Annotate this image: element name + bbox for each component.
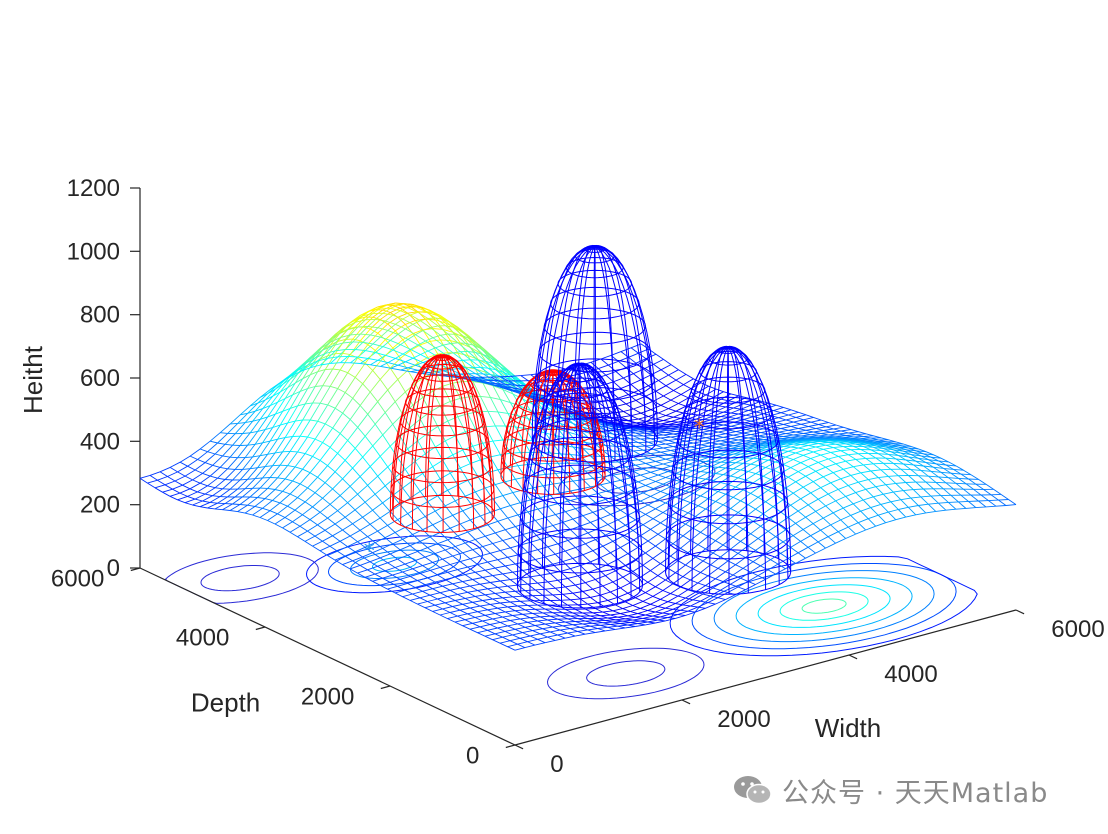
markers: ** xyxy=(364,416,705,564)
y-tick xyxy=(255,626,266,631)
y-tick-label: 4000 xyxy=(176,625,229,652)
z-tick-label: 600 xyxy=(80,365,120,392)
x-axis-label: Width xyxy=(815,713,881,743)
z-tick-label: 800 xyxy=(80,302,120,329)
contour-line xyxy=(305,535,484,594)
marker: * xyxy=(694,416,705,441)
y-axis-line xyxy=(139,567,516,746)
threat-domes xyxy=(389,244,792,609)
contour-line xyxy=(669,555,978,657)
y-tick xyxy=(505,744,516,749)
contour-line xyxy=(586,660,666,687)
watermark: 公众号 · 天天Matlab xyxy=(732,770,1048,810)
x-tick-label: 4000 xyxy=(884,661,937,688)
watermark-text: 公众号 · 天天Matlab xyxy=(782,777,1049,809)
surface-mesh xyxy=(139,302,1017,651)
threat-dome xyxy=(516,362,644,609)
z-tick-label: 400 xyxy=(80,428,120,455)
x-tick-label: 6000 xyxy=(1051,616,1104,643)
threat-dome xyxy=(664,345,792,595)
z-tick-label: 0 xyxy=(107,555,120,582)
contour-line xyxy=(597,467,677,494)
x-tick xyxy=(514,744,524,750)
x-axis-line xyxy=(514,609,1017,746)
y-tick xyxy=(380,685,391,690)
contour-line xyxy=(164,552,319,604)
contour-line xyxy=(349,549,440,579)
contour-line xyxy=(691,563,957,650)
contour-line xyxy=(557,454,716,507)
z-tick-label: 200 xyxy=(80,492,120,519)
x-tick-label: 2000 xyxy=(717,706,770,733)
contour-line xyxy=(200,565,280,592)
z-tick-label: 1200 xyxy=(67,175,120,202)
axes-layer xyxy=(130,187,1025,750)
contour-line xyxy=(779,591,869,621)
contour-line xyxy=(546,647,705,700)
x-tick xyxy=(1015,609,1025,615)
marker: * xyxy=(364,539,375,564)
contour-line xyxy=(327,542,462,587)
contour-line xyxy=(735,577,913,635)
x-tick xyxy=(681,699,691,705)
contour-line xyxy=(757,584,891,628)
x-tick-label: 0 xyxy=(550,751,563,778)
contour-line xyxy=(801,598,847,614)
z-axis-label: Heitht xyxy=(18,345,48,414)
contour-line xyxy=(713,570,935,643)
y-tick-label: 2000 xyxy=(301,684,354,711)
wechat-icon xyxy=(734,776,772,805)
x-tick xyxy=(848,654,858,660)
threat-dome xyxy=(389,354,496,534)
y-tick-label: 0 xyxy=(466,743,479,770)
z-tick-label: 1000 xyxy=(67,238,120,265)
y-tick-label: 6000 xyxy=(51,566,104,593)
threat-dome xyxy=(531,244,658,463)
y-axis-label: Depth xyxy=(191,687,260,717)
